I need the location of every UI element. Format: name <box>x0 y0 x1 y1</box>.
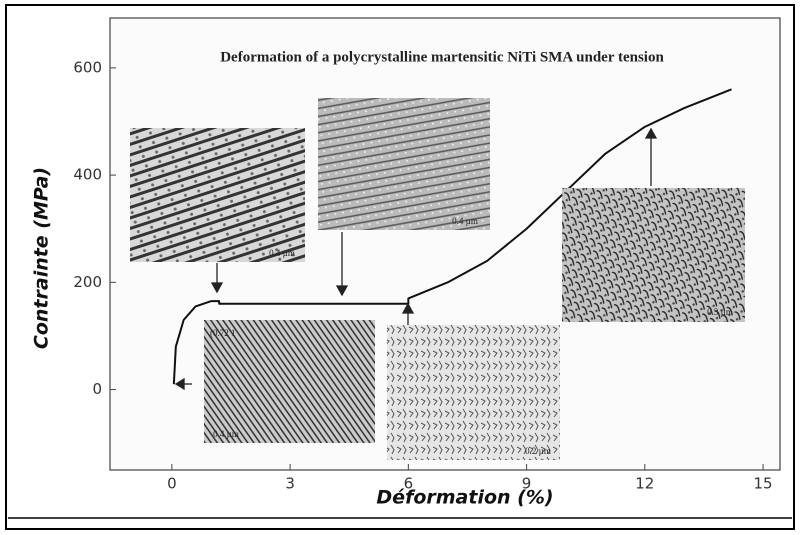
micrograph <box>318 98 490 230</box>
x-tick-label: 3 <box>285 475 295 493</box>
y-tick-label: 0 <box>92 380 102 398</box>
micrograph <box>204 320 375 443</box>
micrograph <box>130 128 305 262</box>
outer-frame <box>5 4 795 530</box>
micrographs: 0.4 µm 0.4 µm (0.72 1 0.4 µm 0.2 µm 0.3 … <box>130 98 745 460</box>
stress-strain-curve <box>172 88 732 385</box>
y-axis-label: Contrainte (MPa) <box>31 167 53 349</box>
scale-label: 0.4 µm <box>269 248 295 258</box>
x-tick-label: 0 <box>167 475 177 493</box>
micrograph <box>562 188 745 322</box>
micrograph <box>387 325 560 460</box>
y-tick-label: 200 <box>73 273 102 291</box>
x-axis-label: Déformation (%) <box>376 487 553 509</box>
x-tick-label: 6 <box>404 475 414 493</box>
scale-label: 0.4 µm <box>213 429 239 439</box>
scale-label: 0.4 µm <box>452 216 478 226</box>
arrows <box>174 127 658 391</box>
scale-label: (0.72 1 <box>210 328 236 338</box>
y-tick-label: 400 <box>73 166 102 184</box>
scale-label: 0.3 µm <box>707 307 733 317</box>
x-tick-label: 15 <box>754 475 773 493</box>
x-tick-label: 9 <box>522 475 532 493</box>
y-tick-label: 600 <box>73 58 102 76</box>
chart-title: Deformation of a polycrystalline martens… <box>220 49 664 65</box>
x-tick-label: 12 <box>635 475 654 493</box>
scale-label: 0.2 µm <box>525 446 551 456</box>
